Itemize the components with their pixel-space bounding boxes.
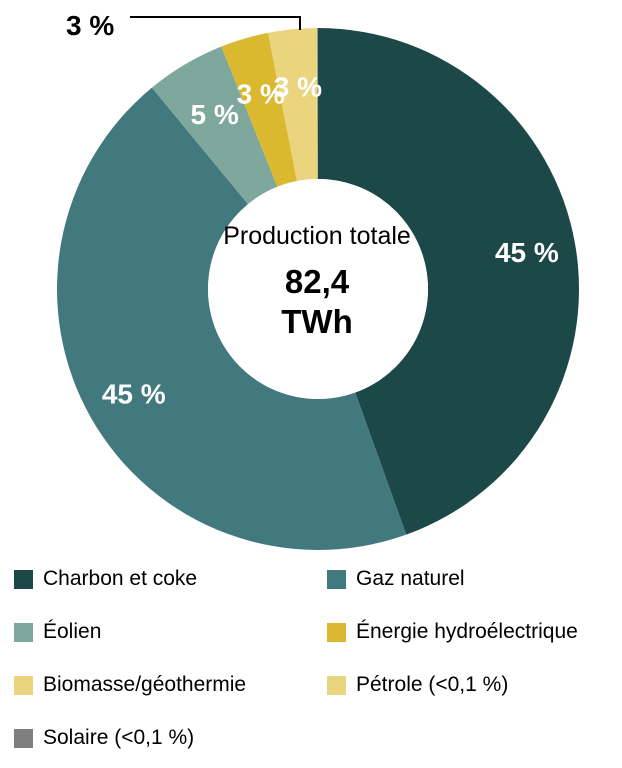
slice-4 bbox=[268, 28, 318, 182]
center-title: Production totale bbox=[223, 222, 411, 250]
donut-hole bbox=[208, 179, 428, 399]
legend-swatch-hydro bbox=[327, 622, 346, 642]
donut-slices bbox=[57, 28, 579, 550]
slice-5 bbox=[316, 28, 318, 180]
center-value-number: 82,4 bbox=[285, 263, 350, 300]
legend-swatch-petrole bbox=[327, 675, 346, 695]
legend-label-charbon: Charbon et coke bbox=[43, 567, 198, 590]
slice-label-0: 45 % bbox=[495, 237, 559, 268]
legend-label-petrole: Pétrole (<0,1 %) bbox=[356, 673, 509, 696]
slice-label-3: 3 % bbox=[237, 79, 285, 110]
legend-swatch-gaz bbox=[327, 569, 346, 589]
slice-2 bbox=[151, 46, 278, 205]
donut-chart: 45 %45 %5 %3 %3 % 3 % Production totale … bbox=[57, 10, 579, 550]
legend-item-hydro: Énergie hydroélectrique bbox=[327, 620, 578, 644]
legend-swatch-charbon bbox=[14, 569, 33, 589]
slice-3 bbox=[221, 32, 297, 187]
callout-label: 3 % bbox=[66, 10, 114, 41]
slice-labels: 45 %45 %5 %3 %3 % bbox=[102, 72, 559, 410]
legend-item-petrole: Pétrole (<0,1 %) bbox=[327, 673, 508, 697]
legend-label-biomasse: Biomasse/géothermie bbox=[43, 673, 247, 696]
slice-label-1: 45 % bbox=[102, 378, 166, 409]
legend-item-solaire: Solaire (<0,1 %) bbox=[14, 726, 194, 750]
slice-label-4: 3 % bbox=[274, 72, 322, 103]
slice-6 bbox=[317, 28, 318, 180]
legend-item-eolien: Éolien bbox=[14, 620, 101, 644]
center-value-unit: TWh bbox=[281, 303, 352, 340]
legend-label-eolien: Éolien bbox=[43, 620, 102, 643]
slice-0 bbox=[318, 28, 579, 535]
legend-label-solaire: Solaire (<0,1 %) bbox=[43, 726, 195, 749]
callout-leader-line bbox=[130, 16, 301, 30]
callout: 3 % bbox=[66, 10, 301, 41]
legend: Charbon et coke Gaz naturel Éolien Énerg… bbox=[14, 562, 622, 762]
legend-item-biomasse: Biomasse/géothermie bbox=[14, 673, 246, 697]
legend-swatch-eolien bbox=[14, 622, 33, 642]
legend-item-charbon: Charbon et coke bbox=[14, 567, 197, 591]
slice-label-2: 5 % bbox=[190, 99, 238, 130]
legend-label-gaz: Gaz naturel bbox=[356, 567, 465, 590]
legend-swatch-biomasse bbox=[14, 675, 33, 695]
legend-swatch-solaire bbox=[14, 728, 33, 748]
slice-1 bbox=[57, 87, 407, 550]
legend-item-gaz: Gaz naturel bbox=[327, 567, 465, 591]
legend-label-hydro: Énergie hydroélectrique bbox=[356, 620, 578, 643]
